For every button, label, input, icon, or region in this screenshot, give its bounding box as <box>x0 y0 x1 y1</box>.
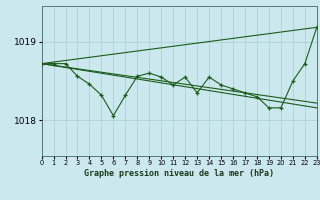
X-axis label: Graphe pression niveau de la mer (hPa): Graphe pression niveau de la mer (hPa) <box>84 169 274 178</box>
